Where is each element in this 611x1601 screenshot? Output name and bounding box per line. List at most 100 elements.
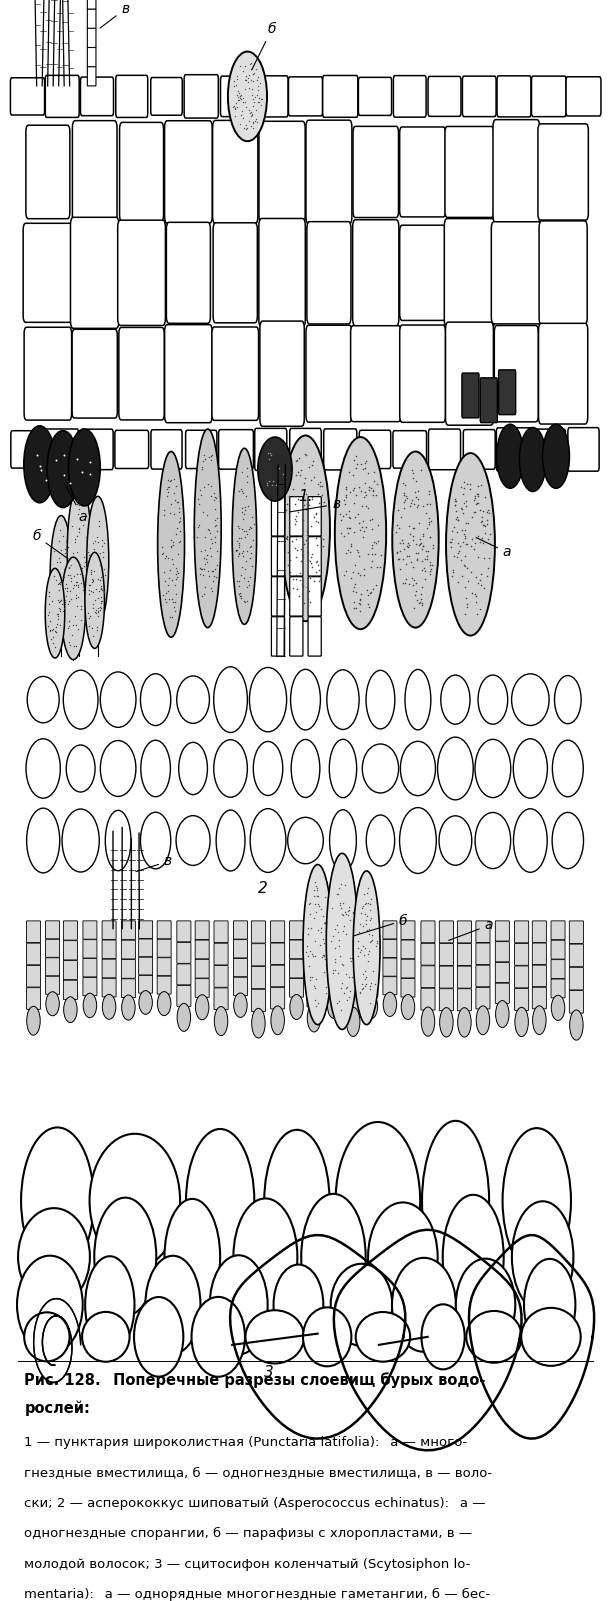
Point	[361, 911, 371, 937]
Point	[315, 568, 324, 594]
Point	[450, 488, 460, 514]
Point	[341, 501, 351, 527]
FancyBboxPatch shape	[233, 959, 247, 977]
Point	[78, 578, 87, 604]
Point	[302, 575, 312, 600]
Point	[462, 591, 472, 616]
Point	[376, 541, 386, 567]
Point	[65, 578, 75, 604]
Point	[76, 570, 86, 596]
Point	[461, 517, 470, 543]
FancyBboxPatch shape	[364, 959, 378, 978]
Point	[166, 527, 175, 552]
Point	[401, 484, 411, 509]
Point	[356, 581, 366, 607]
Point	[67, 568, 76, 594]
Point	[408, 573, 418, 599]
Point	[290, 506, 299, 532]
Ellipse shape	[66, 744, 95, 792]
Point	[353, 451, 362, 477]
FancyBboxPatch shape	[151, 429, 182, 469]
Point	[64, 608, 74, 634]
Ellipse shape	[102, 994, 116, 1020]
Point	[425, 482, 434, 508]
Point	[248, 61, 258, 86]
FancyBboxPatch shape	[327, 978, 342, 996]
Point	[249, 90, 259, 115]
Point	[303, 916, 313, 941]
Point	[306, 467, 315, 493]
Point	[197, 455, 207, 480]
FancyBboxPatch shape	[532, 965, 546, 986]
Point	[366, 970, 376, 996]
Point	[51, 567, 61, 592]
Point	[53, 605, 63, 631]
Point	[210, 557, 220, 583]
Point	[406, 490, 416, 516]
Ellipse shape	[456, 1258, 515, 1351]
Point	[309, 504, 319, 530]
Point	[348, 900, 357, 925]
Point	[84, 573, 94, 599]
Point	[370, 459, 379, 485]
Ellipse shape	[141, 812, 170, 869]
Ellipse shape	[164, 1199, 220, 1314]
Point	[199, 562, 208, 588]
Point	[425, 524, 435, 549]
Point	[360, 957, 370, 983]
Point	[299, 492, 309, 517]
Point	[360, 935, 370, 961]
Point	[452, 498, 461, 524]
FancyBboxPatch shape	[496, 962, 510, 983]
Point	[210, 484, 220, 509]
Point	[477, 525, 487, 551]
Point	[401, 565, 411, 591]
Point	[398, 530, 408, 556]
Point	[254, 85, 264, 110]
Point	[163, 474, 172, 500]
FancyBboxPatch shape	[271, 536, 285, 576]
Point	[346, 533, 356, 559]
Point	[367, 922, 377, 948]
FancyBboxPatch shape	[271, 943, 285, 964]
Point	[316, 509, 326, 535]
Point	[166, 500, 175, 525]
Point	[64, 613, 74, 639]
Point	[89, 580, 98, 605]
FancyBboxPatch shape	[476, 943, 490, 964]
Point	[359, 933, 368, 959]
Ellipse shape	[186, 1129, 254, 1273]
Point	[208, 568, 218, 594]
Point	[473, 474, 483, 500]
FancyBboxPatch shape	[219, 429, 254, 469]
FancyBboxPatch shape	[496, 983, 510, 1004]
Point	[67, 514, 77, 540]
Point	[365, 892, 375, 917]
Ellipse shape	[87, 496, 109, 624]
Point	[345, 978, 355, 1004]
FancyBboxPatch shape	[46, 921, 59, 938]
Point	[233, 85, 243, 110]
FancyBboxPatch shape	[532, 988, 546, 1009]
Ellipse shape	[533, 1005, 546, 1034]
Point	[400, 472, 410, 498]
Point	[427, 552, 437, 578]
Point	[480, 484, 490, 509]
FancyBboxPatch shape	[87, 48, 96, 67]
Point	[362, 908, 371, 933]
Point	[67, 623, 77, 648]
Point	[475, 530, 485, 556]
Point	[246, 533, 255, 559]
Point	[451, 506, 461, 532]
Point	[365, 508, 375, 533]
Point	[55, 589, 65, 615]
Point	[71, 612, 81, 637]
FancyBboxPatch shape	[10, 78, 45, 115]
Point	[167, 586, 177, 612]
FancyBboxPatch shape	[539, 221, 587, 325]
Ellipse shape	[475, 812, 511, 869]
FancyBboxPatch shape	[177, 921, 191, 941]
Point	[293, 487, 302, 512]
Point	[360, 455, 370, 480]
Point	[355, 586, 365, 612]
